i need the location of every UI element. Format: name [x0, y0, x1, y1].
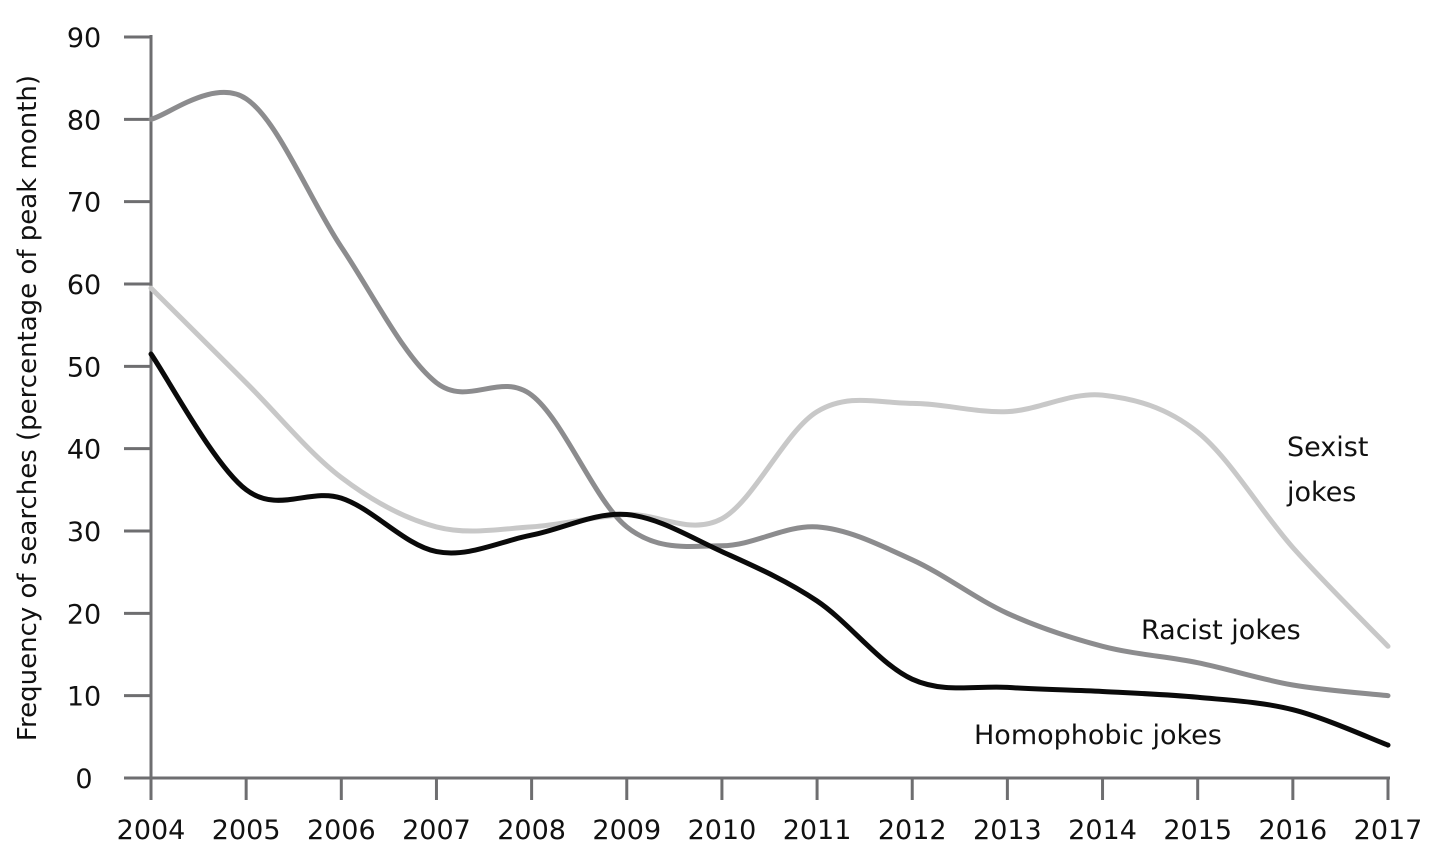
x-tick-label: 2012: [878, 815, 947, 846]
series-line-sexist-jokes: [148, 285, 1391, 649]
y-tick-label: 30: [67, 517, 101, 548]
series-label-homophobic-jokes: Homophobic jokes: [974, 720, 1222, 751]
y-tick-label: 60: [67, 270, 101, 301]
x-tick-label: 2017: [1354, 815, 1423, 846]
y-tick-label: 90: [67, 23, 101, 54]
series-labels: Sexist jokes Racist jokes Homophobic jokes: [974, 432, 1368, 751]
y-tick-label: 10: [67, 682, 101, 713]
x-tick-label: 2014: [1068, 815, 1137, 846]
series-line-homophobic-jokes: [148, 351, 1391, 748]
x-tick-label: 2005: [212, 815, 281, 846]
series-label-line: Racist jokes: [1141, 615, 1301, 646]
series-line-racist-jokes: [148, 90, 1391, 699]
x-tick-label: 2010: [688, 815, 757, 846]
series-label-sexist-jokes: Sexist jokes: [1286, 432, 1368, 508]
x-tick-label: 2007: [402, 815, 471, 846]
series-label-line: jokes: [1286, 477, 1356, 508]
x-tick-label: 2009: [592, 815, 661, 846]
y-tick-label: 70: [67, 188, 101, 219]
y-axis-title: Frequency of searches (percentage of pea…: [13, 75, 43, 741]
x-tick-label: 2004: [117, 815, 186, 846]
x-tick-label: 2016: [1258, 815, 1327, 846]
x-tick-label: 2011: [783, 815, 852, 846]
x-tick-label: 2013: [973, 815, 1042, 846]
y-tick-label: 40: [67, 435, 101, 466]
x-tick-label: 2008: [497, 815, 566, 846]
series-label-racist-jokes: Racist jokes: [1141, 615, 1301, 646]
y-tick-label: 50: [67, 352, 101, 383]
series-lines: [148, 90, 1391, 748]
axes: 0 10 20 30 40 50 60 70 80 90 2004 2005 2006 2007 2008 2…: [67, 23, 1423, 846]
y-tick-label: 20: [67, 599, 101, 630]
y-tick-label: 80: [67, 105, 101, 136]
x-tick-label: 2015: [1163, 815, 1232, 846]
series-label-line: Sexist: [1287, 432, 1368, 463]
x-tick-label: 2006: [307, 815, 376, 846]
series-label-line: Homophobic jokes: [974, 720, 1222, 751]
y-tick-label: 0: [75, 764, 92, 795]
